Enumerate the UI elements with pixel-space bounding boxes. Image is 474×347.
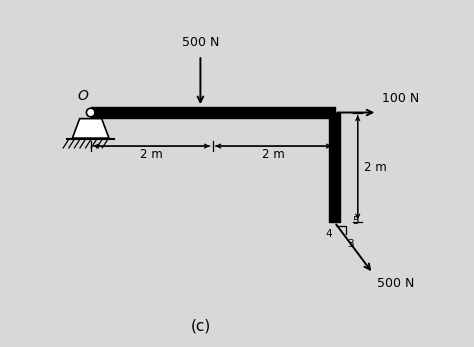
Text: 100 N: 100 N [382, 92, 419, 105]
Text: 2 m: 2 m [364, 161, 387, 174]
Circle shape [86, 108, 95, 117]
Text: (c): (c) [190, 319, 210, 333]
Text: 500 N: 500 N [377, 277, 414, 289]
Text: O: O [78, 89, 89, 103]
Text: 3: 3 [347, 239, 354, 249]
Text: 2 m: 2 m [140, 148, 163, 161]
Text: 5: 5 [352, 216, 359, 226]
Text: 4: 4 [325, 229, 332, 239]
Text: 500 N: 500 N [182, 36, 219, 49]
Text: 2 m: 2 m [262, 148, 285, 161]
Polygon shape [73, 119, 109, 138]
